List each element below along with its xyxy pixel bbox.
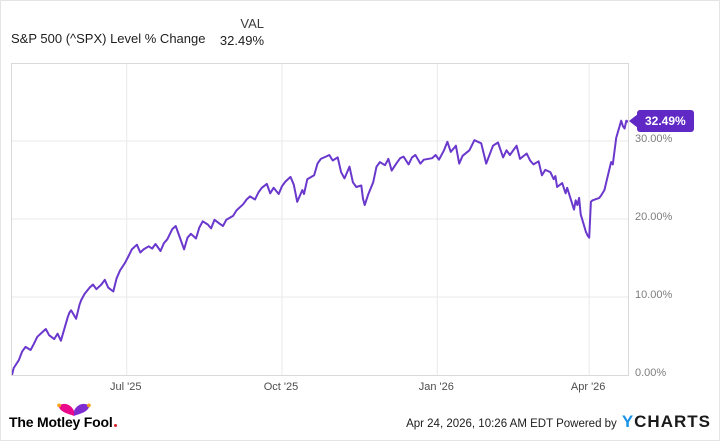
value-column-value: 32.49% — [219, 33, 264, 48]
x-axis-tick-label: Jul '25 — [110, 381, 142, 393]
footer-attribution: Apr 24, 2026, 10:26 AM EDT Powered by YC… — [406, 412, 711, 432]
motley-fool-logo: The Motley Fool — [9, 414, 117, 430]
value-column-header: VAL — [240, 16, 264, 31]
ycharts-logo: YCHARTS — [622, 412, 711, 432]
ycharts-y-mark: Y — [621, 412, 635, 431]
motley-fool-wordmark: The Motley Fool — [9, 414, 113, 430]
last-value-badge: 32.49% — [629, 109, 694, 132]
ycharts-wordmark: CHARTS — [634, 412, 711, 431]
y-axis-tick-label: 10.00% — [635, 288, 673, 301]
x-axis-tick-label: Apr '26 — [570, 381, 606, 393]
chart-title: S&P 500 (^SPX) Level % Change — [11, 31, 206, 46]
y-axis-tick-label: 30.00% — [635, 132, 673, 145]
timestamp-powered-by: Apr 24, 2026, 10:26 AM EDT Powered by — [406, 418, 617, 430]
jester-hat-icon — [57, 403, 91, 416]
y-axis-tick-label: 20.00% — [635, 210, 673, 223]
x-axis-tick-label: Oct '25 — [263, 381, 299, 393]
motley-fool-period-dot — [113, 424, 117, 427]
value-column: VAL 32.49% — [179, 16, 264, 48]
plot-area — [11, 63, 629, 376]
x-axis-tick-label: Jan '26 — [418, 381, 454, 393]
y-axis-tick-label: 0.00% — [635, 367, 667, 379]
price-line-chart — [12, 64, 628, 375]
